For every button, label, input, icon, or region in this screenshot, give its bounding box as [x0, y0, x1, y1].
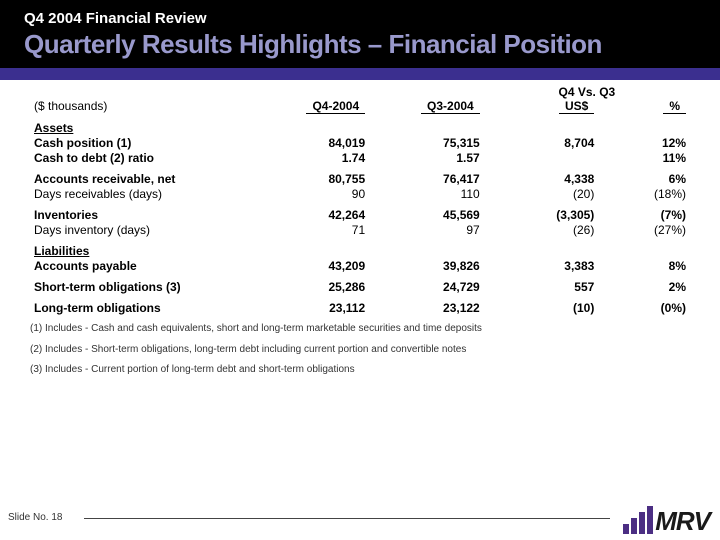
super-header: Q4 Vs. Q3	[484, 84, 690, 99]
assets-header: Assets	[30, 120, 690, 135]
header-band: Q4 2004 Financial Review Quarterly Resul…	[0, 0, 720, 68]
row-days-receivables: Days receivables (days) 90 110 (20) (18%…	[30, 186, 690, 201]
column-headers-row: ($ thousands) Q4-2004 Q3-2004 US$ %	[30, 99, 690, 115]
accent-bar	[0, 68, 720, 80]
super-header-row: Q4 Vs. Q3	[30, 84, 690, 99]
col-usd: US$	[484, 99, 599, 115]
row-short-term-obligations: Short-term obligations (3) 25,286 24,729…	[30, 279, 690, 294]
footnotes: (1) Includes - Cash and cash equivalents…	[0, 315, 720, 377]
footnote-2: (2) Includes - Short-term obligations, l…	[30, 344, 690, 357]
mrv-logo: MRV	[623, 506, 710, 534]
logo-text: MRV	[655, 508, 710, 534]
slide-number: Slide No. 18	[8, 512, 66, 523]
slide-subtitle: Q4 2004 Financial Review	[24, 10, 696, 27]
row-inventories: Inventories 42,264 45,569 (3,305) (7%)	[30, 207, 690, 222]
logo-bars-icon	[623, 506, 653, 534]
footer-divider	[84, 518, 610, 519]
unit-label: ($ thousands)	[30, 99, 259, 115]
footnote-3: (3) Includes - Current portion of long-t…	[30, 364, 690, 377]
footnote-1: (1) Includes - Cash and cash equivalents…	[30, 323, 690, 336]
slide-container: Q4 2004 Financial Review Quarterly Resul…	[0, 0, 720, 540]
row-accounts-receivable: Accounts receivable, net 80,755 76,417 4…	[30, 171, 690, 186]
financial-table: Q4 Vs. Q3 ($ thousands) Q4-2004 Q3-2004 …	[30, 84, 690, 315]
liabilities-header: Liabilities	[30, 243, 690, 258]
slide-title: Quarterly Results Highlights – Financial…	[24, 29, 696, 60]
footer: Slide No. 18 MRV	[0, 504, 720, 534]
col-pct: %	[598, 99, 690, 115]
row-days-inventory: Days inventory (days) 71 97 (26) (27%)	[30, 222, 690, 237]
content-area: Q4 Vs. Q3 ($ thousands) Q4-2004 Q3-2004 …	[0, 80, 720, 315]
row-long-term-obligations: Long-term obligations 23,112 23,122 (10)…	[30, 300, 690, 315]
row-accounts-payable: Accounts payable 43,209 39,826 3,383 8%	[30, 258, 690, 273]
row-cash-debt-ratio: Cash to debt (2) ratio 1.74 1.57 11%	[30, 150, 690, 165]
col-q3: Q3-2004	[369, 99, 484, 115]
row-cash-position: Cash position (1) 84,019 75,315 8,704 12…	[30, 135, 690, 150]
col-q4: Q4-2004	[259, 99, 369, 115]
